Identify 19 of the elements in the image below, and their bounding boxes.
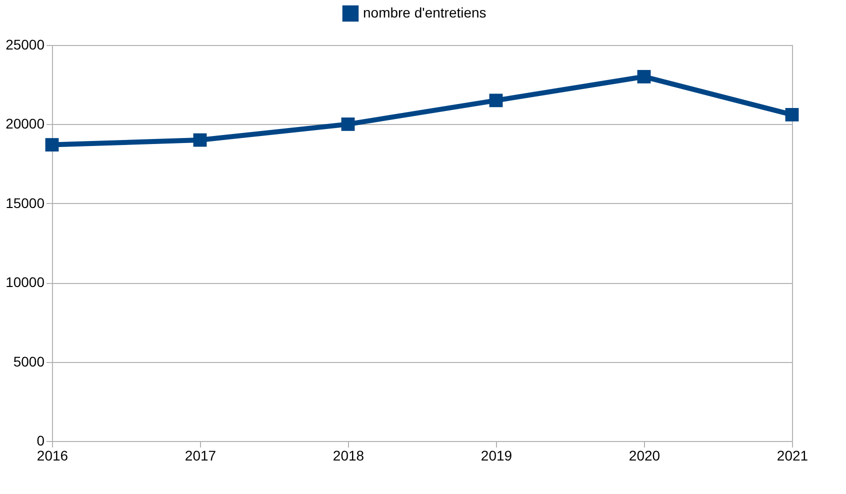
point [341, 117, 355, 131]
y-tick-label: 0 [36, 432, 45, 448]
y-tick-label: 20000 [6, 116, 45, 132]
point [785, 108, 799, 122]
legend-label: nombre d'entretiens [363, 4, 486, 20]
y-tick-label: 15000 [6, 194, 45, 211]
point [45, 138, 59, 152]
x-tick-label: 2017 [184, 448, 216, 464]
y-tick-label: 5000 [13, 353, 45, 370]
x-tick-label: 2021 [776, 448, 808, 464]
x-tick-label: 2016 [36, 448, 68, 464]
x-tick-label: 2020 [628, 448, 660, 464]
y-tick-label: 10000 [6, 274, 45, 290]
x-tick-label: 2018 [332, 448, 364, 464]
x-tick-label: 2019 [480, 448, 512, 464]
point [637, 70, 651, 84]
y-tick-label: 25000 [6, 36, 45, 52]
point [489, 94, 503, 108]
point [193, 133, 207, 147]
